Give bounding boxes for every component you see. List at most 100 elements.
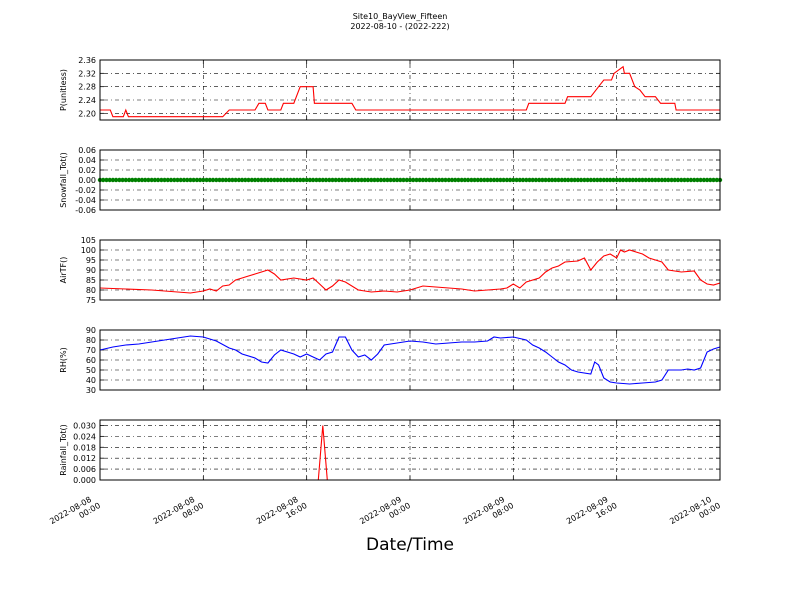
series-point (340, 177, 345, 183)
series-point (294, 177, 300, 183)
series-point (572, 177, 577, 183)
series-point (643, 177, 648, 183)
series-point (136, 177, 141, 183)
series-point (449, 177, 455, 183)
series-point (346, 177, 351, 183)
series-point (272, 177, 277, 183)
series-point (110, 177, 116, 183)
y-tick-label: 105 (81, 236, 96, 245)
series-point (637, 177, 642, 183)
series-point (262, 177, 267, 183)
chart-panels: 2.202.242.282.322.36P(unitless)0.060.040… (59, 56, 723, 485)
y-tick-label: -0.04 (75, 196, 96, 205)
y-tick-label: 2.24 (78, 96, 96, 105)
series-point (181, 177, 187, 183)
y-axis-label: RH(%) (59, 347, 68, 372)
series-point (133, 177, 138, 183)
series-point (585, 177, 590, 183)
series-point (175, 177, 180, 183)
series-point (659, 177, 665, 183)
y-tick-label: 2.20 (78, 109, 96, 118)
series-point (275, 177, 280, 183)
series-point (188, 177, 193, 183)
series-point (465, 177, 471, 183)
series-point (243, 177, 248, 183)
y-tick-label: 2.32 (78, 69, 96, 78)
series-point (443, 177, 448, 183)
y-tick-label: 70 (86, 346, 96, 355)
series-point (682, 177, 687, 183)
series-point (475, 177, 480, 183)
y-tick-label: 0.00 (78, 176, 96, 185)
series-point (159, 177, 164, 183)
series-point (323, 177, 329, 183)
series-point (714, 177, 719, 183)
y-tick-label: -0.02 (75, 186, 96, 195)
series-point (578, 177, 584, 183)
series-point (139, 177, 145, 183)
series-point (614, 177, 619, 183)
plot-frame (99, 329, 721, 391)
series-point (495, 177, 500, 183)
series-point (591, 177, 597, 183)
y-tick-label: 2.28 (78, 83, 96, 92)
series-point (549, 177, 555, 183)
series-point (533, 177, 539, 183)
y-tick-label: 0.024 (73, 432, 96, 441)
series-point (104, 177, 109, 183)
series-point (307, 177, 313, 183)
series-point (485, 177, 490, 183)
series-point (582, 177, 587, 183)
series-point (259, 177, 264, 183)
series-point (336, 177, 342, 183)
series-point (462, 177, 468, 183)
series-point (488, 177, 493, 183)
series-point (608, 177, 613, 183)
panel-1: 2.20 2.24 2.28 2.32 2.36 P(unitless) (59, 56, 721, 121)
series-point (456, 177, 461, 183)
series-point (172, 177, 177, 183)
series-point (646, 177, 652, 183)
series-point (391, 177, 397, 183)
series-point (630, 177, 635, 183)
series-point (453, 177, 458, 183)
series-point (514, 177, 519, 183)
series-point (369, 177, 374, 183)
series-point (288, 177, 293, 183)
series-point (698, 177, 703, 183)
series-point (298, 177, 303, 183)
series-point (417, 177, 422, 183)
y-tick-label: 90 (86, 266, 96, 275)
y-tick-label: 50 (86, 366, 96, 375)
y-axis-label: AirTF() (59, 257, 68, 284)
series-point (504, 177, 510, 183)
chart-title-line1: Site10_BayView_Fifteen (353, 12, 448, 21)
series-point (695, 177, 700, 183)
y-tick-label: 0.04 (78, 156, 96, 165)
series-point (423, 177, 429, 183)
series-point (501, 177, 506, 183)
series-point (517, 177, 522, 183)
series-line (99, 249, 721, 294)
series-point (575, 177, 581, 183)
plot-frame (99, 149, 721, 211)
series-point (343, 177, 348, 183)
series-point (304, 177, 309, 183)
series-point (640, 177, 645, 183)
series-point (117, 177, 122, 183)
y-tick-label: 0.006 (73, 465, 96, 474)
series-point (201, 177, 206, 183)
y-tick-label: -0.06 (75, 206, 96, 215)
y-tick-label: 95 (86, 256, 96, 265)
series-point (168, 177, 174, 183)
series-point (411, 177, 416, 183)
series-point (155, 177, 161, 183)
series-point (285, 177, 290, 183)
series-point (233, 177, 238, 183)
series-point (701, 177, 707, 183)
series-point (385, 177, 390, 183)
y-tick-label: 75 (86, 296, 96, 305)
series-point (627, 177, 632, 183)
series-point (482, 177, 487, 183)
